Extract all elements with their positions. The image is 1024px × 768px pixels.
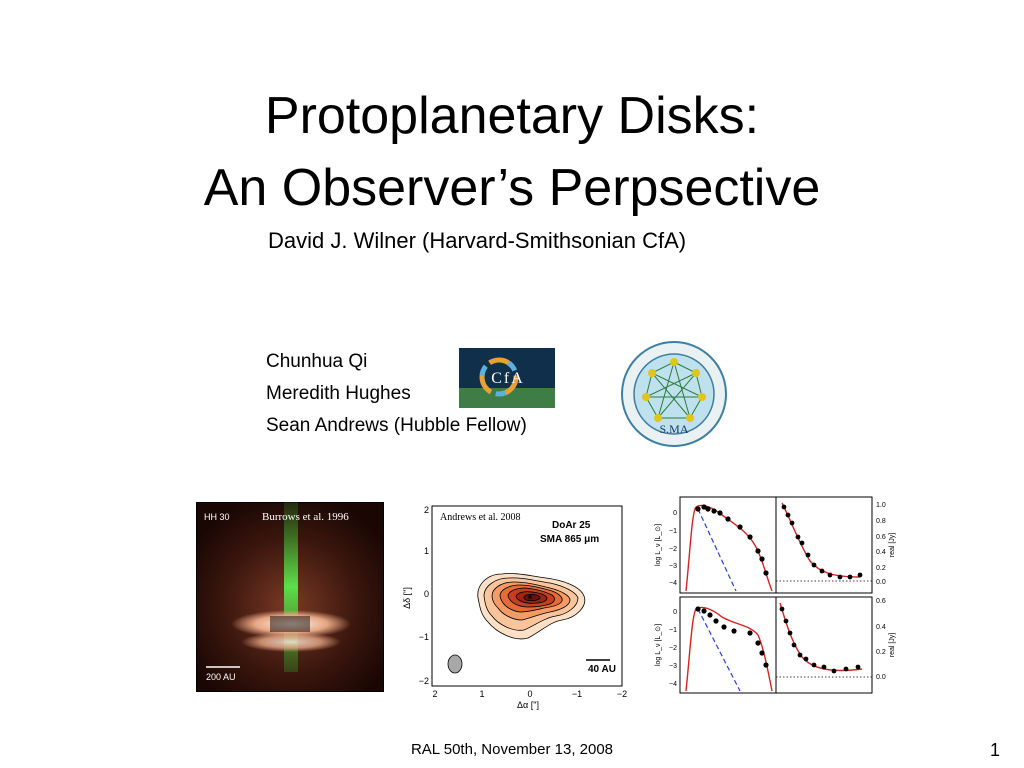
doar25-scale-label: 40 AU bbox=[588, 664, 616, 675]
y-tick-label: 0.0 bbox=[876, 579, 886, 586]
slide-footer: RAL 50th, November 13, 2008 bbox=[410, 741, 614, 758]
doar25-credit: Andrews et al. 2008 bbox=[440, 512, 521, 523]
y-tick-label: −1 bbox=[669, 627, 677, 634]
x-tick-label: 1 bbox=[479, 689, 484, 699]
y-tick-label: −2 bbox=[669, 546, 677, 553]
x-tick-label: 2 bbox=[432, 689, 437, 699]
y-tick-label: 0 bbox=[673, 609, 677, 616]
page-number: 1 bbox=[990, 740, 1001, 760]
y-tick-label: 1.0 bbox=[876, 502, 886, 509]
collaborator-item: Chunhua Qi bbox=[266, 351, 368, 372]
x-tick-label: 0 bbox=[527, 689, 532, 699]
sed-left-ylabel-top: log L_ν [L_⊙] bbox=[655, 524, 662, 566]
sed-visibility-panel: 0 −1 −2 −3 −4 0 −1 −2 −3 −4 1.0 0.8 0.6 … bbox=[655, 496, 896, 694]
doar25-contour-panel: 40 AU Andrews et al. 2008 DoAr 25 SMA 86… bbox=[402, 505, 627, 710]
y-tick-label: 0.0 bbox=[876, 674, 886, 681]
collaborator-list: Chunhua Qi Meredith Hughes Sean Andrews … bbox=[266, 346, 527, 442]
y-tick-label: 0 bbox=[424, 589, 429, 599]
sed-right-ylabel-bottom: real [Jy] bbox=[889, 633, 896, 658]
y-tick-label: 0.4 bbox=[876, 624, 886, 631]
collaborator-item: Sean Andrews (Hubble Fellow) bbox=[266, 415, 527, 436]
y-tick-label: −1 bbox=[419, 632, 429, 642]
y-tick-label: 0.6 bbox=[876, 534, 886, 541]
hh30-scale-label: 200 AU bbox=[206, 672, 236, 682]
y-tick-label: 0.2 bbox=[876, 565, 886, 572]
cfa-logo-text: CfA bbox=[491, 370, 525, 387]
collaborator-item: Meredith Hughes bbox=[266, 383, 411, 404]
y-tick-label: −3 bbox=[669, 563, 677, 570]
doar25-xlabel: Δα ["] bbox=[517, 700, 539, 710]
beam-ellipse bbox=[447, 654, 463, 674]
y-tick-label: −1 bbox=[669, 528, 677, 535]
x-tick-label: −1 bbox=[572, 689, 582, 699]
y-tick-label: −4 bbox=[669, 681, 677, 688]
sed-left-ylabel-bottom: log L_ν [L_⊙] bbox=[655, 624, 662, 666]
y-tick-label: −3 bbox=[669, 663, 677, 670]
hh30-image-panel: HH 30 Burrows et al. 1996 200 AU bbox=[196, 502, 384, 692]
sma-logo: S.MA bbox=[621, 341, 727, 447]
hh30-label: HH 30 bbox=[204, 512, 230, 522]
hh30-credit: Burrows et al. 1996 bbox=[262, 511, 349, 523]
doar25-instrument: SMA 865 μm bbox=[540, 534, 599, 545]
cfa-logo: CfA bbox=[459, 348, 555, 408]
doar25-name: DoAr 25 bbox=[552, 520, 591, 531]
y-tick-label: 2 bbox=[424, 505, 429, 515]
doar25-ylabel: Δδ ["] bbox=[402, 587, 412, 609]
y-tick-label: 0.4 bbox=[876, 549, 886, 556]
y-tick-label: −4 bbox=[669, 580, 677, 587]
y-tick-label: −2 bbox=[669, 645, 677, 652]
x-tick-label: −2 bbox=[617, 689, 627, 699]
y-tick-label: 0.2 bbox=[876, 649, 886, 656]
y-tick-label: 0.8 bbox=[876, 518, 886, 525]
sed-right-ylabel-top: real [Jy] bbox=[889, 533, 896, 558]
y-tick-label: 1 bbox=[424, 546, 429, 556]
y-tick-label: −2 bbox=[419, 676, 429, 686]
sma-logo-text: S.MA bbox=[659, 422, 688, 436]
slide-subtitle: David J. Wilner (Harvard-Smithsonian CfA… bbox=[268, 228, 687, 253]
slide-title-line2: An Observer’s Perpsective bbox=[203, 159, 821, 217]
y-tick-label: 0 bbox=[673, 510, 677, 517]
slide-title-line1: Protoplanetary Disks: bbox=[264, 87, 760, 145]
y-tick-label: 0.6 bbox=[876, 598, 886, 605]
